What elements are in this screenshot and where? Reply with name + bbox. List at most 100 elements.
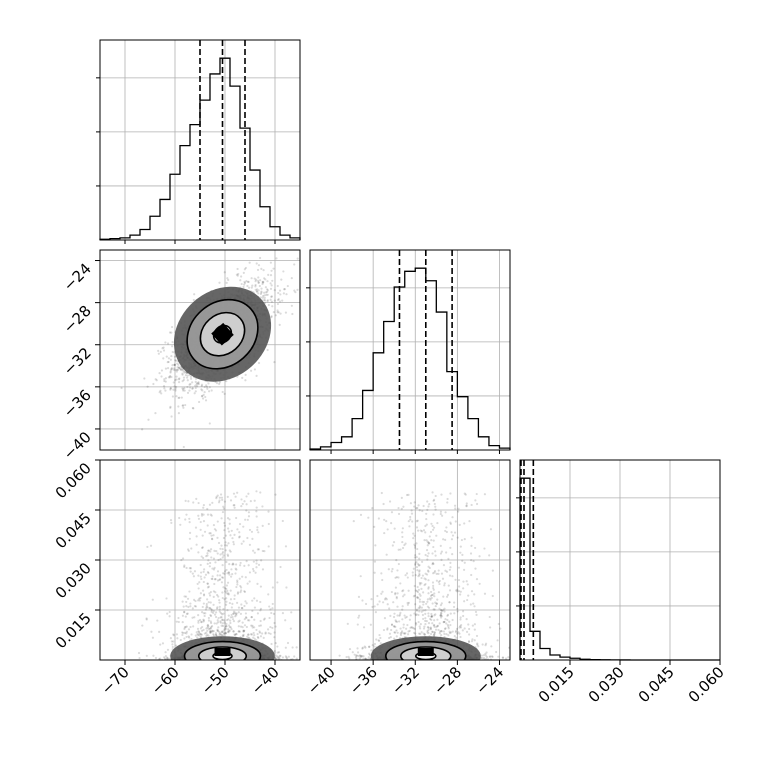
sample-point xyxy=(450,631,453,634)
sample-point xyxy=(356,623,359,626)
sample-point xyxy=(228,522,231,525)
sample-point xyxy=(155,379,158,382)
sample-point xyxy=(174,387,177,390)
sample-point xyxy=(207,628,211,631)
sample-point xyxy=(203,530,207,533)
sample-point xyxy=(465,505,468,508)
sample-point xyxy=(184,595,188,598)
sample-point xyxy=(175,385,178,389)
sample-point xyxy=(201,589,205,592)
sample-point xyxy=(199,563,202,567)
sample-point xyxy=(166,360,169,364)
sample-point xyxy=(296,288,299,291)
sample-point xyxy=(200,610,204,614)
sample-point xyxy=(211,501,214,504)
sample-point xyxy=(179,638,182,642)
sample-point xyxy=(197,383,200,386)
sample-point xyxy=(199,575,202,578)
sample-point xyxy=(182,406,185,409)
sample-point xyxy=(270,611,273,615)
sample-point xyxy=(488,655,491,658)
sample-point xyxy=(214,529,218,532)
sample-point xyxy=(143,377,146,380)
sample-point xyxy=(246,536,249,540)
sample-point xyxy=(432,634,435,637)
sample-point xyxy=(186,548,190,551)
sample-point xyxy=(169,387,172,390)
sample-point xyxy=(199,633,203,636)
sample-point xyxy=(185,600,188,604)
sample-point xyxy=(240,282,243,286)
sample-point xyxy=(276,284,279,288)
sample-point xyxy=(237,606,241,609)
sample-point xyxy=(195,497,198,501)
sample-point xyxy=(207,634,210,637)
sample-point xyxy=(173,363,176,367)
sample-point xyxy=(255,490,258,493)
sample-point xyxy=(211,630,214,633)
sample-point xyxy=(194,380,197,384)
sample-point xyxy=(364,657,367,660)
sample-point xyxy=(345,655,348,659)
sample-point xyxy=(170,521,173,525)
sample-point xyxy=(257,548,260,551)
sample-point xyxy=(200,555,203,558)
sample-point xyxy=(208,422,211,425)
sample-point xyxy=(160,375,163,378)
sample-point xyxy=(240,586,243,589)
sample-point xyxy=(171,364,174,367)
sample-point xyxy=(191,381,194,384)
sample-point xyxy=(261,505,264,508)
sample-point xyxy=(467,640,471,643)
sample-point xyxy=(215,607,219,610)
sample-point xyxy=(473,593,476,596)
sample-point xyxy=(213,622,216,625)
sample-point xyxy=(261,524,264,527)
sample-point xyxy=(145,617,148,620)
sample-point xyxy=(192,625,195,628)
sample-point xyxy=(210,626,213,629)
sample-point xyxy=(169,405,172,408)
sample-point xyxy=(271,305,274,308)
sample-point xyxy=(204,573,208,576)
sample-point xyxy=(206,552,209,555)
sample-point xyxy=(202,628,205,631)
sample-point xyxy=(201,389,204,392)
sample-point xyxy=(267,628,270,631)
sample-point xyxy=(152,382,155,386)
sample-point xyxy=(219,620,222,623)
sample-point xyxy=(181,372,184,375)
sample-point xyxy=(220,631,223,634)
sample-point xyxy=(210,631,213,634)
sample-point xyxy=(227,618,230,621)
sample-point xyxy=(201,625,204,629)
sample-point xyxy=(170,325,174,329)
sample-point xyxy=(238,536,241,539)
sample-point xyxy=(239,564,242,567)
sample-point xyxy=(227,542,230,545)
sample-point xyxy=(166,656,169,659)
sample-point xyxy=(210,608,213,611)
sample-point xyxy=(301,273,303,275)
sample-point xyxy=(212,629,215,633)
sample-point xyxy=(183,631,187,635)
sample-point xyxy=(166,342,170,345)
sample-point xyxy=(409,626,412,629)
sample-point xyxy=(210,624,214,628)
sample-point xyxy=(180,396,183,399)
sample-point xyxy=(189,605,192,608)
sample-point xyxy=(280,278,283,281)
sample-point xyxy=(431,528,435,531)
sample-point xyxy=(407,630,410,633)
sample-point xyxy=(260,290,263,293)
sample-point xyxy=(250,615,253,619)
sample-point xyxy=(191,607,194,610)
sample-point xyxy=(282,292,285,295)
sample-point xyxy=(269,632,272,635)
sample-point xyxy=(226,592,229,596)
sample-point xyxy=(419,622,422,626)
sample-point xyxy=(161,642,165,645)
sample-point xyxy=(262,618,266,621)
sample-point xyxy=(406,633,410,636)
sample-point xyxy=(207,625,210,628)
